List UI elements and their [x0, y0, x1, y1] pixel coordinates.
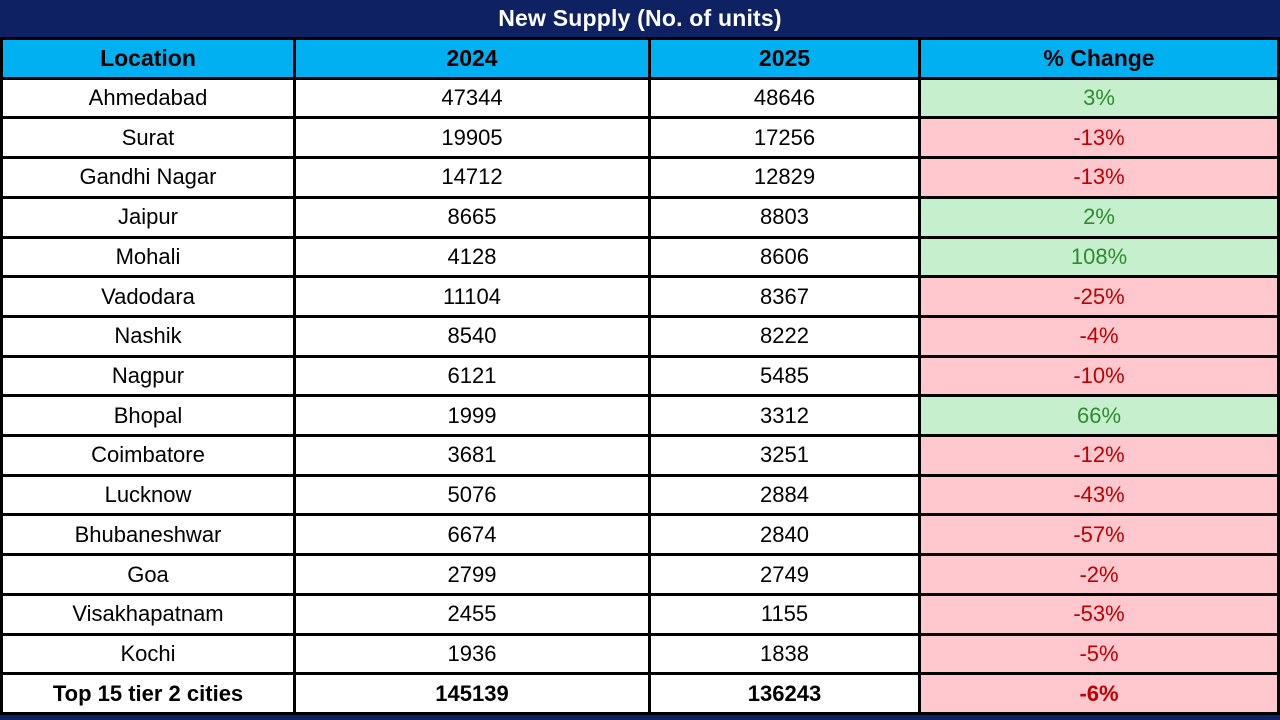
location-cell: Gandhi Nagar	[3, 159, 293, 196]
value-2025-cell: 3251	[651, 437, 918, 474]
location-cell: Nagpur	[3, 357, 293, 395]
percent-change-cell: -25%	[921, 278, 1277, 315]
percent-change-cell: -12%	[921, 437, 1277, 474]
value-2024-cell: 2799	[296, 556, 648, 593]
value-2024-cell: 1999	[296, 397, 648, 435]
percent-change-cell: -5%	[921, 635, 1277, 673]
percent-change-cell: 3%	[921, 79, 1277, 117]
value-2025-cell: 8803	[651, 198, 918, 236]
location-cell: Bhubaneshwar	[3, 516, 293, 554]
table-title: New Supply (No. of units)	[0, 0, 1280, 40]
location-cell: Bhopal	[3, 397, 293, 435]
value-2025-cell: 136243	[651, 675, 918, 712]
value-2025-cell: 2749	[651, 556, 918, 593]
value-2024-cell: 8665	[296, 198, 648, 236]
location-cell: Nashik	[3, 317, 293, 355]
value-2025-cell: 8222	[651, 317, 918, 355]
value-2024-cell: 47344	[296, 79, 648, 117]
value-2025-cell: 2840	[651, 516, 918, 554]
value-2024-cell: 2455	[296, 595, 648, 633]
value-2024-cell: 14712	[296, 159, 648, 196]
value-2024-cell: 5076	[296, 476, 648, 514]
value-2024-cell: 145139	[296, 675, 648, 712]
value-2024-cell: 6674	[296, 516, 648, 554]
supply-table: Location 2024 2025 % Change Ahmedabad 47…	[0, 40, 1280, 715]
location-cell: Visakhapatnam	[3, 595, 293, 633]
location-cell: Vadodara	[3, 278, 293, 315]
value-2024-cell: 4128	[296, 238, 648, 276]
value-2024-cell: 3681	[296, 437, 648, 474]
value-2025-cell: 8606	[651, 238, 918, 276]
value-2025-cell: 12829	[651, 159, 918, 196]
location-cell: Jaipur	[3, 198, 293, 236]
value-2025-cell: 1838	[651, 635, 918, 673]
location-cell: Top 15 tier 2 cities	[3, 675, 293, 712]
percent-change-cell: -6%	[921, 675, 1277, 712]
location-cell: Surat	[3, 119, 293, 157]
percent-change-cell: -13%	[921, 159, 1277, 196]
location-cell: Mohali	[3, 238, 293, 276]
percent-change-cell: 66%	[921, 397, 1277, 435]
location-cell: Lucknow	[3, 476, 293, 514]
percent-change-cell: 2%	[921, 198, 1277, 236]
percent-change-cell: -10%	[921, 357, 1277, 395]
value-2025-cell: 5485	[651, 357, 918, 395]
bottom-accent-bar	[0, 715, 1280, 720]
percent-change-cell: 108%	[921, 238, 1277, 276]
value-2024-cell: 19905	[296, 119, 648, 157]
percent-change-cell: -2%	[921, 556, 1277, 593]
value-2025-cell: 3312	[651, 397, 918, 435]
value-2024-cell: 8540	[296, 317, 648, 355]
percent-change-cell: -43%	[921, 476, 1277, 514]
column-header-2025: 2025	[651, 40, 918, 77]
value-2024-cell: 11104	[296, 278, 648, 315]
location-cell: Kochi	[3, 635, 293, 673]
location-cell: Ahmedabad	[3, 79, 293, 117]
value-2025-cell: 48646	[651, 79, 918, 117]
value-2025-cell: 2884	[651, 476, 918, 514]
location-cell: Coimbatore	[3, 437, 293, 474]
percent-change-cell: -4%	[921, 317, 1277, 355]
value-2025-cell: 8367	[651, 278, 918, 315]
column-header-2024: 2024	[296, 40, 648, 77]
percent-change-cell: -57%	[921, 516, 1277, 554]
percent-change-cell: -13%	[921, 119, 1277, 157]
percent-change-cell: -53%	[921, 595, 1277, 633]
value-2025-cell: 17256	[651, 119, 918, 157]
column-header-percent-change: % Change	[921, 40, 1277, 77]
value-2024-cell: 6121	[296, 357, 648, 395]
value-2025-cell: 1155	[651, 595, 918, 633]
value-2024-cell: 1936	[296, 635, 648, 673]
location-cell: Goa	[3, 556, 293, 593]
column-header-location: Location	[3, 40, 293, 77]
